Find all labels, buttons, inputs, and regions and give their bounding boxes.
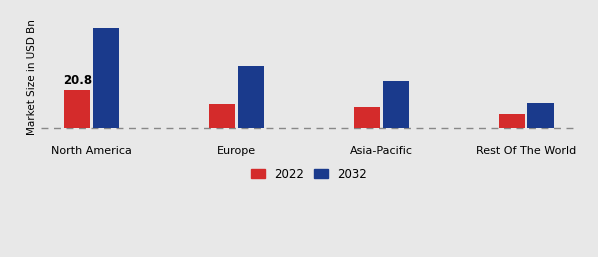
Legend: 2022, 2032: 2022, 2032 [246, 163, 372, 185]
Bar [383, 81, 409, 128]
Bar [238, 66, 264, 128]
Bar [209, 104, 235, 128]
Bar [65, 90, 90, 128]
Bar [499, 114, 524, 128]
Bar [93, 28, 119, 128]
Y-axis label: Market Size in USD Bn: Market Size in USD Bn [27, 19, 37, 135]
Text: 20.8: 20.8 [63, 74, 92, 87]
Bar [354, 107, 380, 128]
Bar [527, 103, 554, 128]
